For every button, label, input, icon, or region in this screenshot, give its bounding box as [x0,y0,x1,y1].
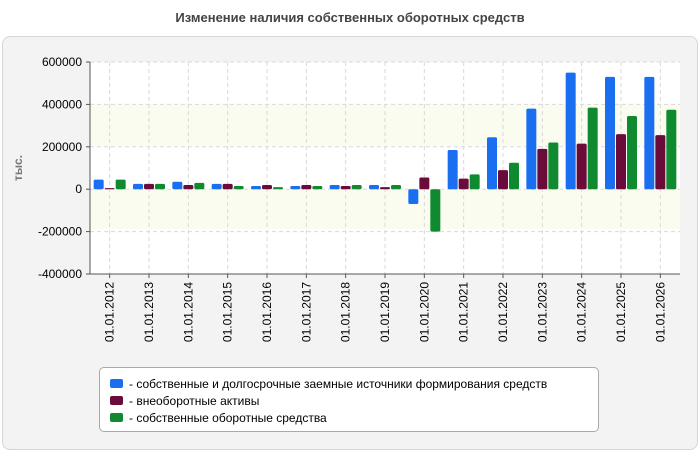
bar [458,178,469,190]
x-tick-label: 01.01.2012 [103,282,117,342]
axis-layer: 600000 400000 200000 0 -200000 -400000 01.01.2… [38,55,680,342]
bar [133,183,143,190]
bar [548,142,559,190]
x-tick-label: 01.01.2013 [142,282,156,342]
x-tick-label: 01.01.2019 [378,282,392,342]
legend: - собственные и долгосрочные заемные ист… [99,367,599,432]
bar [104,188,115,190]
bar [576,143,587,190]
bar [408,189,419,205]
x-tick-label: 01.01.2016 [260,282,274,342]
legend-item: - собственные оборотные средства [110,409,598,426]
chart-title: Изменение наличия собственных оборотных … [175,10,525,25]
bar [194,182,205,190]
x-tick-label: 01.01.2026 [653,282,667,342]
bar [262,184,272,190]
legend-swatch-working-capital [110,413,123,422]
legend-label-working-capital: - собственные оборотные средства [129,410,327,425]
bar [369,184,379,190]
bar [616,134,626,190]
legend-label-sources: - собственные и долгосрочные заемные ист… [129,376,548,391]
bar [273,187,283,190]
bar [509,162,519,190]
x-tick-label: 01.01.2018 [339,282,353,342]
x-tick-label: 01.01.2017 [299,282,313,342]
x-tick-label: 01.01.2024 [575,282,589,342]
bar [211,183,222,190]
bar [301,184,312,190]
y-tick-label: 600000 [42,55,82,69]
bar [115,179,126,190]
x-tick-label: 01.01.2021 [457,282,471,342]
bar [233,186,244,190]
bar [329,184,340,190]
legend-label-noncurrent-assets: - внеоборотные активы [129,393,260,408]
bar [430,189,441,232]
x-tick-label: 01.01.2020 [417,282,431,342]
bar [391,184,401,190]
bar [469,174,480,190]
bar [565,72,576,190]
bar [605,76,615,190]
bar [172,181,183,190]
bar [144,183,154,190]
bar [351,184,362,190]
x-tick-label: 01.01.2014 [181,282,195,342]
bar [487,137,497,190]
bar [498,170,508,190]
bar [251,186,261,190]
bar [312,186,323,190]
bar [290,186,301,190]
bar [526,108,537,190]
bar [419,177,430,190]
bar [587,107,598,190]
bar [183,184,194,190]
legend-item: - собственные и долгосрочные заемные ист… [110,375,598,392]
y-tick-label: -400000 [38,267,82,281]
bar [666,109,677,190]
y-tick-label: 200000 [42,140,82,154]
bar [380,187,390,190]
y-tick-label: 400000 [42,97,82,111]
y-tick-label: -200000 [38,225,82,239]
legend-swatch-noncurrent-assets [110,396,123,405]
bar [340,186,351,190]
bars-layer [93,72,677,232]
bar [627,116,637,190]
legend-swatch-sources [110,379,123,388]
y-axis-label: тыс. [11,155,25,181]
x-tick-label: 01.01.2023 [535,282,549,342]
bar [447,149,458,190]
bar [155,183,165,190]
bar [537,148,548,190]
legend-item: - внеоборотные активы [110,392,598,409]
x-tick-label: 01.01.2015 [221,282,235,342]
bar [222,183,233,190]
bar [93,179,104,190]
x-tick-label: 01.01.2022 [496,282,510,342]
x-tick-label: 01.01.2025 [614,282,628,342]
bar [655,135,666,190]
bar [644,76,655,190]
y-tick-label: 0 [75,182,82,196]
